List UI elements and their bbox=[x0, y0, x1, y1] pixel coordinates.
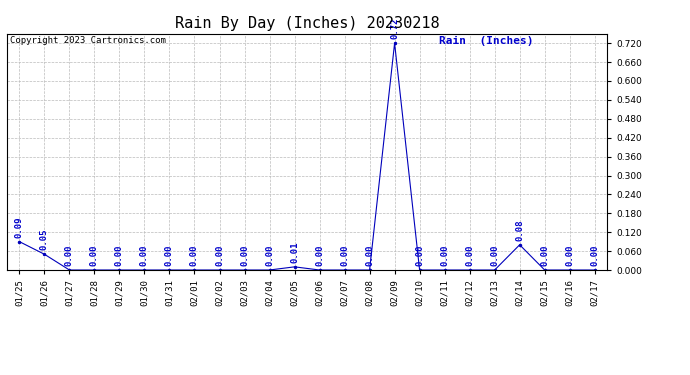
Text: 0.00: 0.00 bbox=[140, 245, 149, 266]
Text: 0.00: 0.00 bbox=[365, 245, 374, 266]
Title: Rain By Day (Inches) 20230218: Rain By Day (Inches) 20230218 bbox=[175, 16, 440, 31]
Text: 0.00: 0.00 bbox=[465, 245, 474, 266]
Text: 0.00: 0.00 bbox=[90, 245, 99, 266]
Text: 0.00: 0.00 bbox=[565, 245, 574, 266]
Text: 0.01: 0.01 bbox=[290, 242, 299, 263]
Text: 0.00: 0.00 bbox=[590, 245, 599, 266]
Text: 0.00: 0.00 bbox=[440, 245, 449, 266]
Text: 0.00: 0.00 bbox=[240, 245, 249, 266]
Text: 0.72: 0.72 bbox=[390, 18, 399, 39]
Text: 0.00: 0.00 bbox=[315, 245, 324, 266]
Text: 0.00: 0.00 bbox=[415, 245, 424, 266]
Text: 0.00: 0.00 bbox=[115, 245, 124, 266]
Text: 0.08: 0.08 bbox=[515, 219, 524, 241]
Text: 0.00: 0.00 bbox=[265, 245, 274, 266]
Text: Rain  (Inches): Rain (Inches) bbox=[439, 36, 533, 46]
Text: Copyright 2023 Cartronics.com: Copyright 2023 Cartronics.com bbox=[10, 36, 166, 45]
Text: 0.00: 0.00 bbox=[65, 245, 74, 266]
Text: 0.00: 0.00 bbox=[540, 245, 549, 266]
Text: 0.00: 0.00 bbox=[340, 245, 349, 266]
Text: 0.00: 0.00 bbox=[490, 245, 499, 266]
Text: 0.00: 0.00 bbox=[190, 245, 199, 266]
Text: 0.00: 0.00 bbox=[215, 245, 224, 266]
Text: 0.09: 0.09 bbox=[15, 216, 24, 238]
Text: 0.00: 0.00 bbox=[165, 245, 174, 266]
Text: 0.05: 0.05 bbox=[40, 229, 49, 251]
